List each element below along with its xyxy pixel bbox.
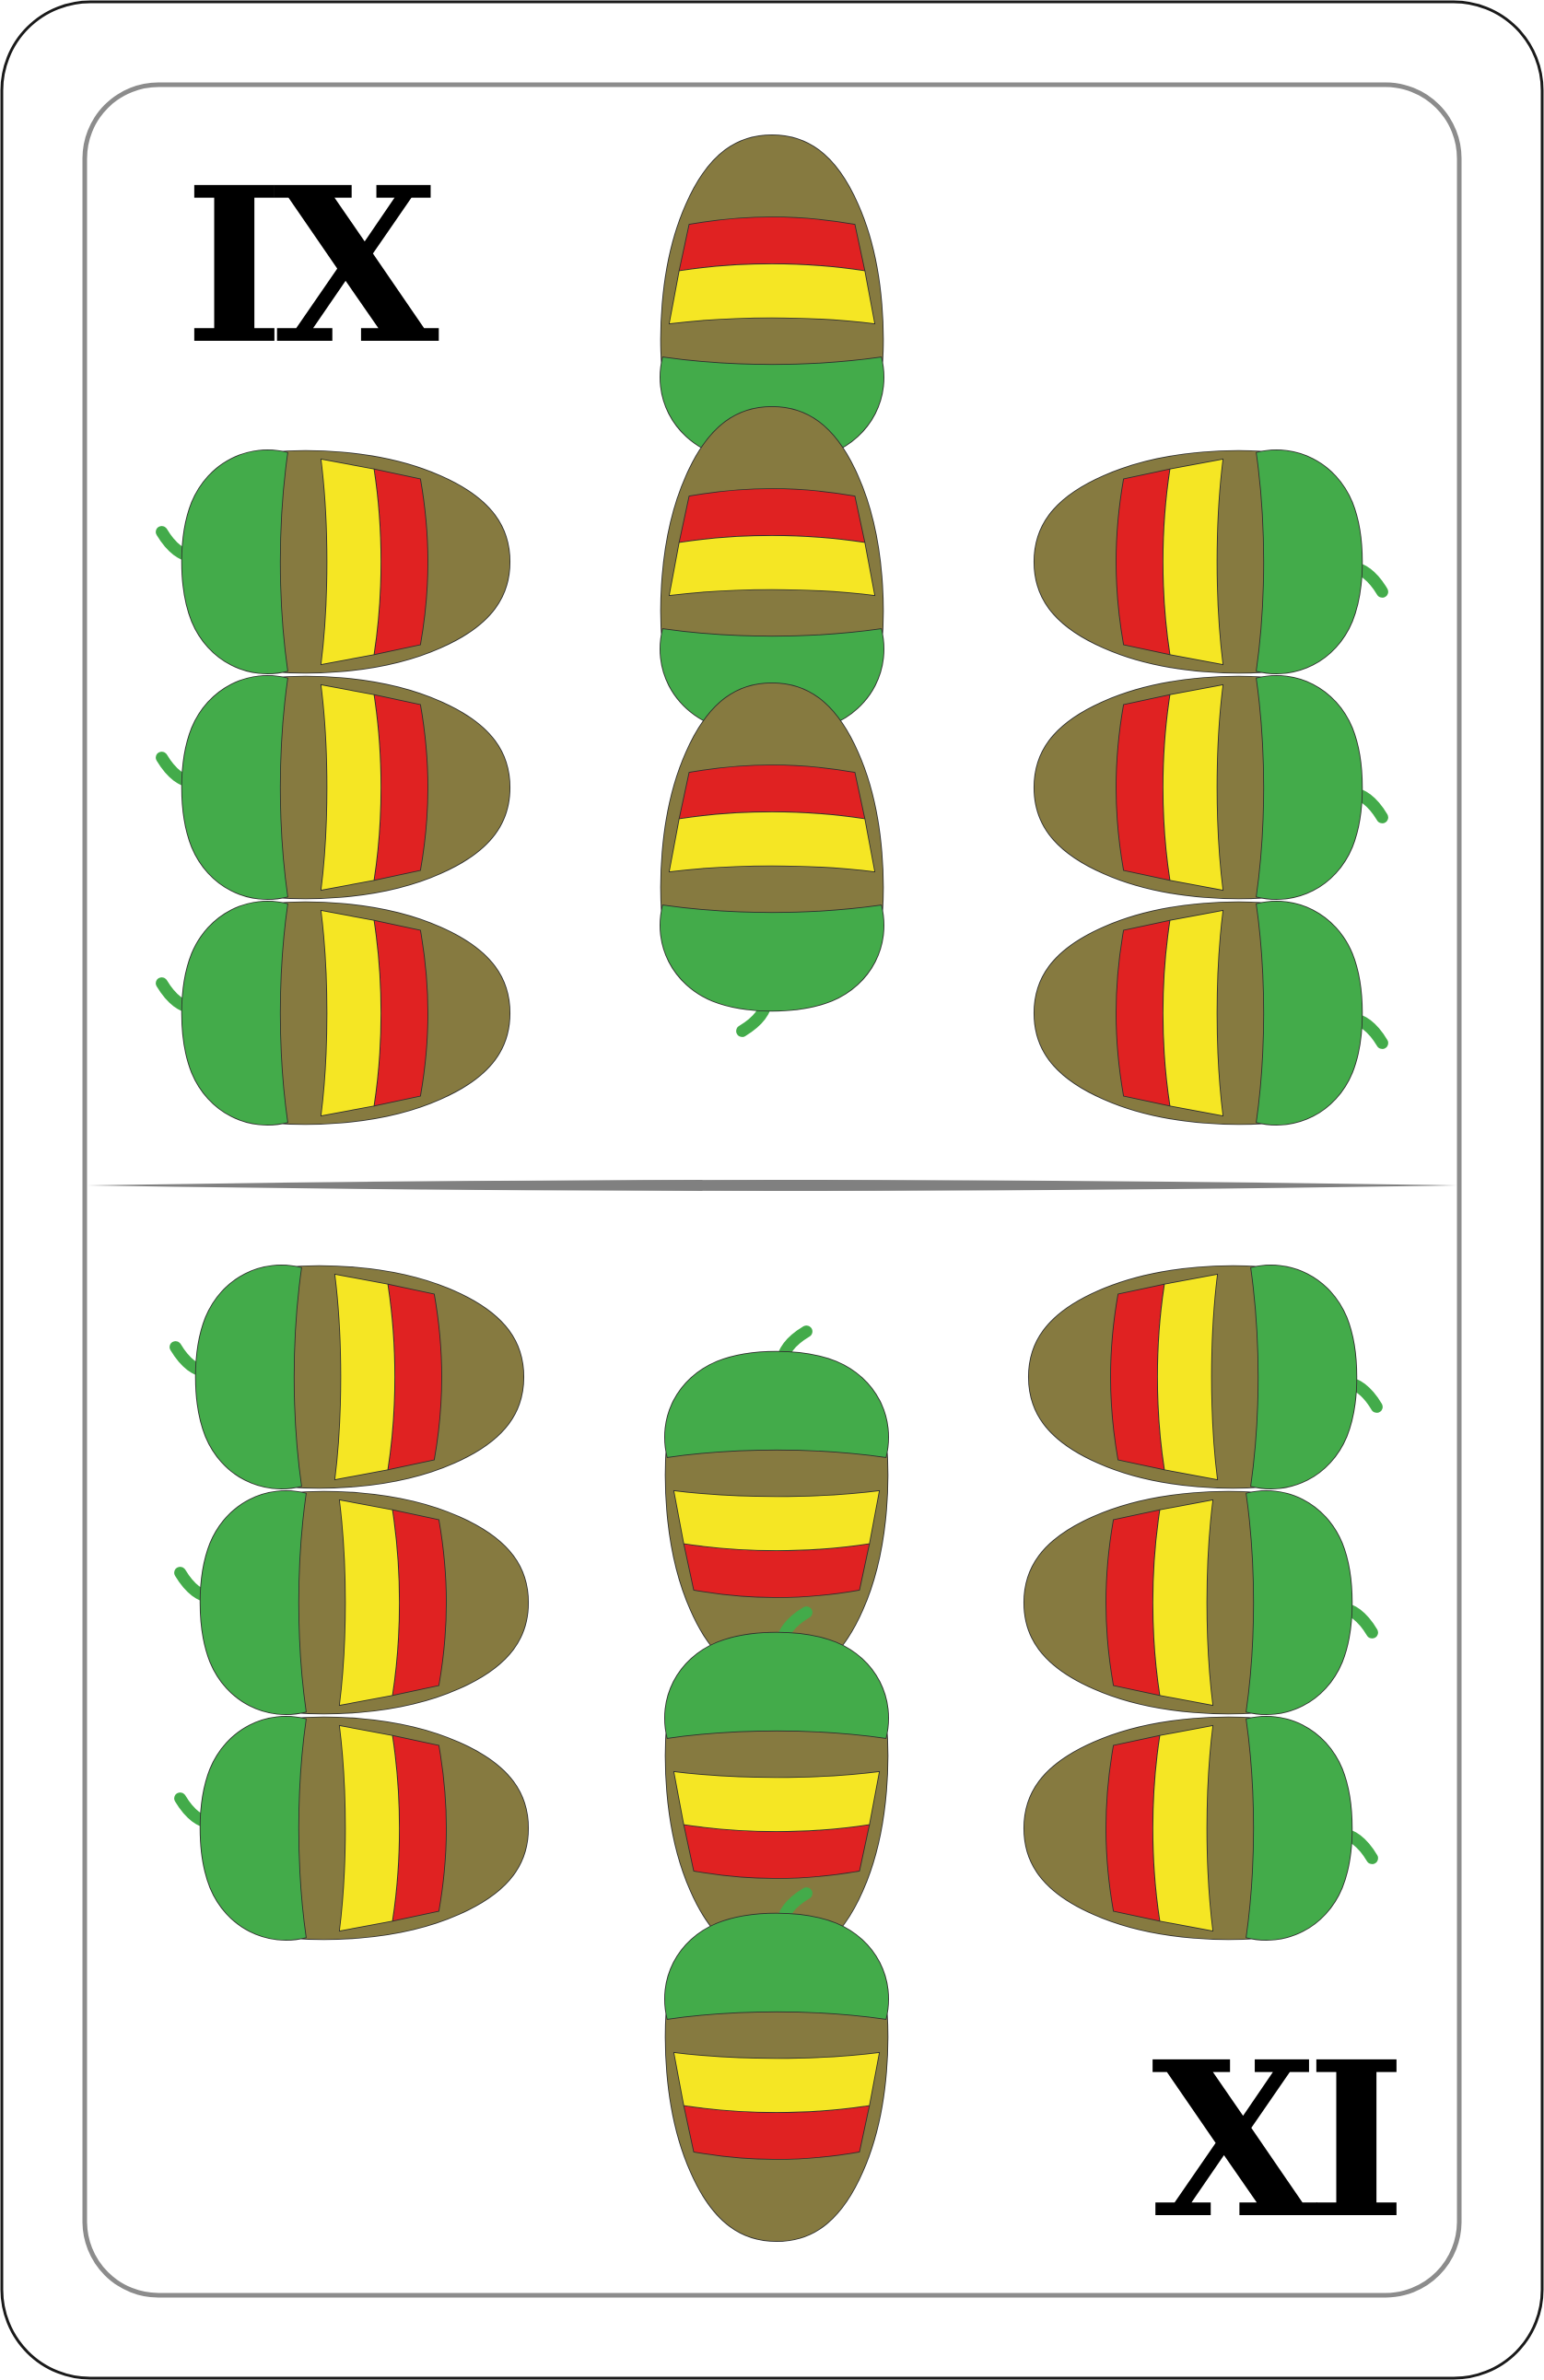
center-divider (88, 1180, 1456, 1191)
inner-frame (82, 82, 1462, 2298)
rank-top: IX (184, 140, 439, 391)
rank-bottom: XI (1152, 2014, 1397, 2266)
